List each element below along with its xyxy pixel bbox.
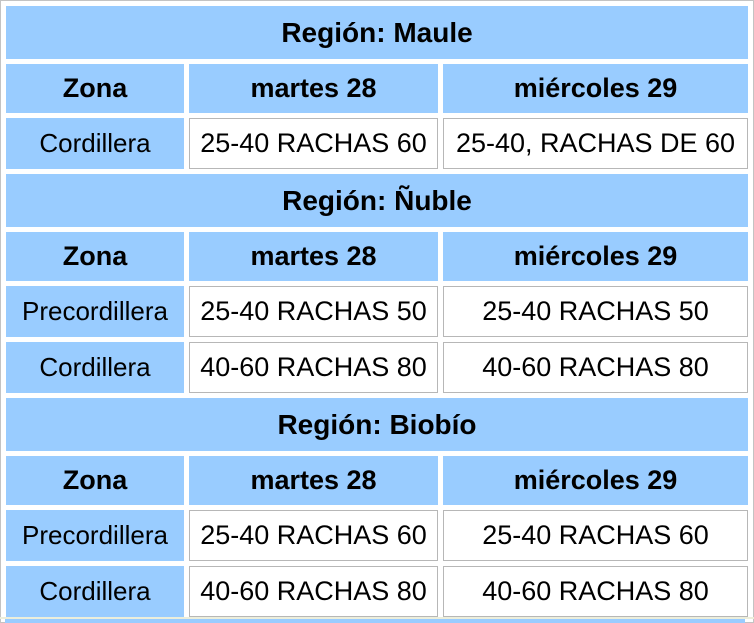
col-header-zona: Zona: [6, 64, 184, 113]
col-header-zona: Zona: [6, 456, 184, 505]
col-header-martes-28: martes 28: [189, 232, 438, 281]
table-row: Precordillera 25-40 RACHAS 50 25-40 RACH…: [6, 286, 748, 337]
region-title-biobio: Región: Biobío: [6, 398, 748, 451]
divider-line: [0, 617, 754, 619]
col-header-miercoles-29: miércoles 29: [443, 64, 748, 113]
value-cell: 25-40 RACHAS 60: [443, 510, 748, 561]
table-row: Región: Biobío: [6, 398, 748, 451]
table-row: Cordillera 40-60 RACHAS 80 40-60 RACHAS …: [6, 566, 748, 617]
col-header-martes-28: martes 28: [189, 64, 438, 113]
col-header-zona: Zona: [6, 232, 184, 281]
zona-cell: Cordillera: [6, 566, 184, 617]
table-row: Cordillera 40-60 RACHAS 80 40-60 RACHAS …: [6, 342, 748, 393]
region-title-nuble: Región: Ñuble: [6, 174, 748, 227]
table-row: Cordillera 25-40 RACHAS 60 25-40, RACHAS…: [6, 118, 748, 169]
table-row: Zona martes 28 miércoles 29: [6, 64, 748, 113]
value-cell: 40-60 RACHAS 80: [443, 342, 748, 393]
value-cell: 25-40, RACHAS DE 60: [443, 118, 748, 169]
value-cell: 25-40 RACHAS 50: [189, 286, 438, 337]
col-header-miercoles-29: miércoles 29: [443, 456, 748, 505]
col-header-miercoles-29: miércoles 29: [443, 232, 748, 281]
zona-cell: Precordillera: [6, 286, 184, 337]
value-cell: 25-40 RACHAS 60: [189, 510, 438, 561]
table-row: Región: Maule: [6, 6, 748, 59]
value-cell: 25-40 RACHAS 60: [189, 118, 438, 169]
zona-cell: Cordillera: [6, 118, 184, 169]
value-cell: 40-60 RACHAS 80: [443, 566, 748, 617]
table-row: Región: Ñuble: [6, 174, 748, 227]
table-row: Zona martes 28 miércoles 29: [6, 232, 748, 281]
zona-cell: Precordillera: [6, 510, 184, 561]
table-row: Precordillera 25-40 RACHAS 60 25-40 RACH…: [6, 510, 748, 561]
value-cell: 40-60 RACHAS 80: [189, 566, 438, 617]
zona-cell: Cordillera: [6, 342, 184, 393]
table-row: Zona martes 28 miércoles 29: [6, 456, 748, 505]
col-header-martes-28: martes 28: [189, 456, 438, 505]
region-title-maule: Región: Maule: [6, 6, 748, 59]
value-cell: 25-40 RACHAS 50: [443, 286, 748, 337]
value-cell: 40-60 RACHAS 80: [189, 342, 438, 393]
clipped-next-row-strip: [5, 619, 745, 623]
